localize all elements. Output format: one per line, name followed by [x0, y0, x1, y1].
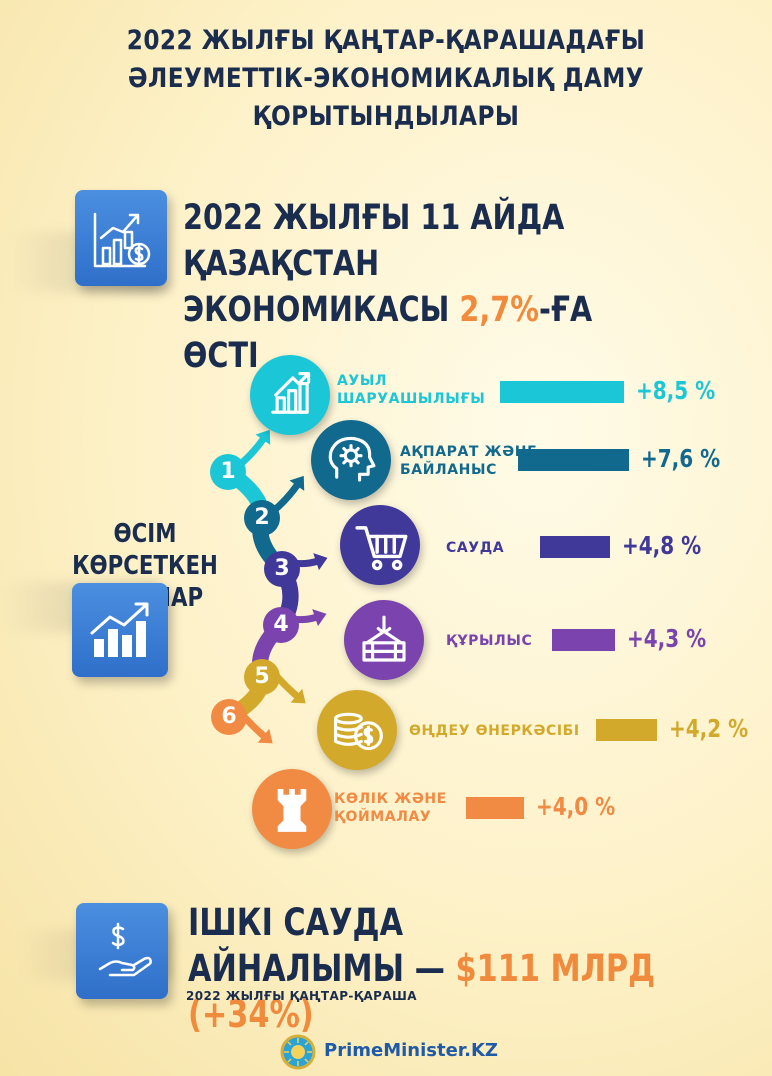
page-title-line1: 2022 ЖЫЛҒЫ ҚАҢТАР-ҚАРАШАДАҒЫ	[126, 25, 646, 56]
value-label-5: +4,2 %	[669, 714, 749, 743]
rank-number-4: 4	[263, 607, 299, 643]
rank-number-2: 2	[244, 500, 280, 536]
trade-line2: АЙНАЛЫМЫ — $111 МЛРД (+34%)	[188, 946, 680, 1038]
bar-5	[596, 719, 658, 741]
brain-gear-icon	[328, 436, 376, 482]
headline: 2022 ЖЫЛҒЫ 11 АЙДА ҚАЗАҚСТАН ЭКОНОМИКАСЫ…	[183, 195, 659, 379]
coins-dollar-icon	[334, 712, 383, 751]
headline-line2: ЭКОНОМИКАСЫ 2,7%-ҒА ӨСТІ	[183, 287, 659, 379]
headline-icon-box	[75, 190, 167, 286]
bar-6	[466, 797, 525, 819]
value-label-6: +4,0 %	[536, 792, 616, 821]
industry-icon-circle-4	[344, 600, 424, 680]
industry-icon-circle-1	[250, 355, 330, 435]
rank-number-3: 3	[264, 551, 300, 587]
value-label-2: +7,6 %	[640, 444, 721, 473]
industry-icon-circle-2	[311, 420, 391, 500]
value-label-3: +4,8 %	[622, 531, 702, 560]
rising-bars-icon	[90, 602, 149, 657]
category-label-6: КӨЛІК ЖӘНЕ ҚОЙМАЛАУ	[334, 791, 447, 825]
trade-line1: ІШКІ САУДА	[188, 901, 404, 944]
category-label-1: АУЫЛ ШАРУАШЫЛЫҒЫ	[337, 373, 486, 407]
value-label-4: +4,3 %	[626, 624, 706, 653]
trade-icon-box	[76, 903, 168, 999]
rank-number-1: 1	[210, 454, 246, 490]
kazakhstan-emblem-icon	[280, 1034, 316, 1070]
rank-number-6: 6	[211, 699, 247, 735]
headline-suffix: -ҒА ӨСТІ	[183, 290, 593, 376]
bar-3	[540, 536, 611, 558]
hand-dollar-icon	[98, 922, 152, 977]
arrow-head-4	[312, 609, 327, 627]
industry-icon-circle-3	[340, 505, 420, 585]
value-label-1: +8,5 %	[636, 376, 716, 405]
arrow-head-3	[313, 553, 328, 571]
trade-prefix: АЙНАЛЫМЫ —	[188, 947, 456, 990]
page-title: 2022 ЖЫЛҒЫ ҚАҢТАР-ҚАРАШАДАҒЫ ӘЛЕУМЕТТІК-…	[54, 22, 718, 136]
headline-prefix: ЭКОНОМИКАСЫ	[183, 290, 460, 330]
growth-value: 2,7%	[459, 290, 539, 330]
category-label-4: ҚҰРЫЛЫС	[446, 633, 533, 649]
headline-line1: 2022 ЖЫЛҒЫ 11 АЙДА ҚАЗАҚСТАН	[183, 198, 565, 284]
bar-2	[518, 449, 629, 471]
bar-1	[500, 381, 625, 403]
industry-icon-circle-6	[252, 769, 332, 849]
growth-section-line1: ӨСІМ КӨРСЕТКЕН	[72, 519, 218, 581]
trade-value: $111 МЛРД (+34%)	[188, 947, 656, 1036]
category-label-3: САУДА	[446, 540, 505, 556]
industry-icon-circle-5	[317, 690, 397, 770]
arrow-head-2	[289, 475, 305, 491]
growth-chart-dollar-icon	[93, 212, 151, 268]
bar-4	[552, 629, 615, 651]
category-label-5: ӨҢДЕУ ӨНЕРКӘСІБІ	[409, 723, 580, 739]
trade-headline: ІШКІ САУДА АЙНАЛЫМЫ — $111 МЛРД (+34%)	[188, 900, 680, 1038]
category-label-2: АҚПАРАТ ЖӘНЕ БАЙЛАНЫС	[400, 444, 538, 478]
farm-growth-icon	[271, 372, 311, 414]
growth-icon-box	[72, 583, 168, 677]
arrow-head-5	[290, 688, 306, 704]
rook-warehouse-icon	[277, 789, 307, 832]
shopping-cart-icon	[355, 526, 408, 571]
page-title-line2: ӘЛЕУМЕТТІК-ЭКОНОМИКАЛЫҚ ДАМУ ҚОРЫТЫНДЫЛА…	[127, 63, 645, 132]
arrow-head-6	[257, 728, 273, 744]
footer-site-link[interactable]: PrimeMinister.KZ	[324, 1040, 498, 1061]
trade-period: 2022 ЖЫЛҒЫ ҚАҢТАР-ҚАРАША	[186, 989, 417, 1003]
rank-number-5: 5	[244, 659, 280, 695]
crane-construction-icon	[362, 615, 406, 662]
